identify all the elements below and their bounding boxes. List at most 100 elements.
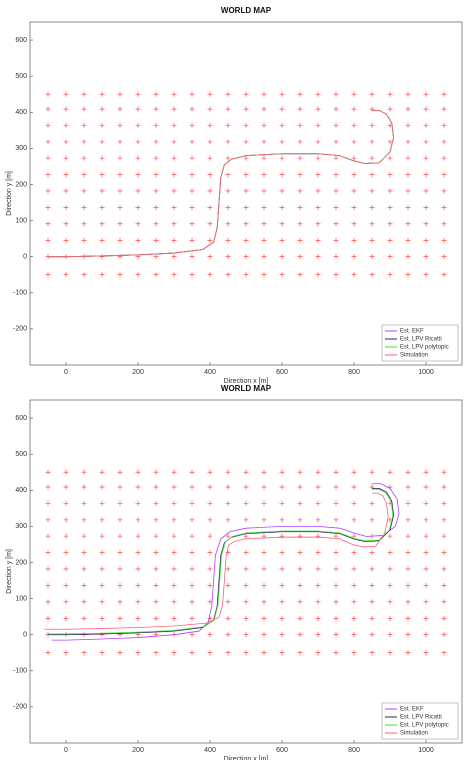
- landmark: [315, 106, 321, 112]
- landmark: [99, 566, 105, 572]
- y-tick-label: 600: [15, 37, 27, 44]
- landmark: [63, 91, 69, 97]
- landmark: [117, 205, 123, 211]
- landmark: [153, 91, 159, 97]
- landmark: [333, 272, 339, 278]
- landmark: [189, 469, 195, 475]
- landmark: [207, 172, 213, 178]
- landmark: [369, 517, 375, 523]
- landmark: [351, 599, 357, 605]
- landmark: [369, 272, 375, 278]
- landmark: [369, 237, 375, 243]
- y-tick-label: 200: [15, 181, 27, 188]
- landmark: [351, 272, 357, 278]
- landmark: [315, 254, 321, 260]
- landmark: [243, 237, 249, 243]
- landmark: [315, 221, 321, 227]
- landmark: [81, 533, 87, 539]
- landmark: [369, 188, 375, 194]
- landmark: [261, 469, 267, 475]
- landmark: [45, 566, 51, 572]
- landmark: [207, 550, 213, 556]
- landmark: [225, 566, 231, 572]
- landmark: [297, 188, 303, 194]
- landmark: [63, 469, 69, 475]
- y-tick-label: 0: [23, 254, 27, 261]
- landmark: [99, 155, 105, 161]
- landmark: [207, 205, 213, 211]
- landmark: [63, 188, 69, 194]
- landmark: [189, 500, 195, 506]
- landmark: [81, 139, 87, 145]
- landmark: [423, 205, 429, 211]
- landmark: [189, 484, 195, 490]
- landmark: [441, 650, 447, 656]
- landmark: [261, 91, 267, 97]
- landmark: [405, 122, 411, 128]
- landmark: [351, 155, 357, 161]
- landmark: [279, 272, 285, 278]
- landmark: [207, 221, 213, 227]
- landmark: [189, 599, 195, 605]
- landmark: [297, 484, 303, 490]
- landmark: [135, 517, 141, 523]
- landmark: [243, 615, 249, 621]
- landmark: [387, 599, 393, 605]
- y-tick-label: 200: [15, 559, 27, 566]
- landmark: [351, 254, 357, 260]
- landmark: [423, 122, 429, 128]
- landmark: [441, 188, 447, 194]
- landmark: [297, 533, 303, 539]
- landmark: [81, 484, 87, 490]
- landmark: [315, 155, 321, 161]
- y-tick-label: 500: [15, 73, 27, 80]
- landmark: [225, 550, 231, 556]
- landmark: [135, 469, 141, 475]
- landmark: [63, 566, 69, 572]
- landmark: [45, 122, 51, 128]
- landmark: [207, 599, 213, 605]
- landmark: [261, 254, 267, 260]
- landmark: [333, 106, 339, 112]
- landmark: [225, 254, 231, 260]
- landmark: [189, 91, 195, 97]
- landmark: [171, 237, 177, 243]
- landmark: [63, 155, 69, 161]
- landmark: [315, 566, 321, 572]
- landmark: [405, 484, 411, 490]
- landmark: [441, 469, 447, 475]
- landmark: [207, 484, 213, 490]
- landmark: [333, 237, 339, 243]
- landmark: [63, 205, 69, 211]
- landmark: [117, 91, 123, 97]
- landmark: [369, 221, 375, 227]
- landmark: [369, 632, 375, 638]
- legend-label: Est. EKF: [400, 707, 424, 713]
- landmark: [261, 599, 267, 605]
- landmark: [405, 583, 411, 589]
- landmark: [225, 632, 231, 638]
- landmark: [99, 500, 105, 506]
- landmark: [207, 139, 213, 145]
- landmark: [153, 205, 159, 211]
- landmark: [189, 517, 195, 523]
- landmark: [99, 615, 105, 621]
- landmark: [423, 599, 429, 605]
- landmark: [279, 172, 285, 178]
- landmark: [423, 106, 429, 112]
- landmark: [369, 155, 375, 161]
- landmark: [63, 139, 69, 145]
- landmark: [225, 91, 231, 97]
- landmark: [351, 469, 357, 475]
- landmark: [171, 484, 177, 490]
- landmark: [207, 237, 213, 243]
- landmark: [81, 583, 87, 589]
- landmark: [441, 155, 447, 161]
- landmark: [45, 484, 51, 490]
- landmark: [135, 650, 141, 656]
- landmark: [171, 583, 177, 589]
- landmark: [63, 221, 69, 227]
- landmark: [441, 550, 447, 556]
- landmark: [297, 172, 303, 178]
